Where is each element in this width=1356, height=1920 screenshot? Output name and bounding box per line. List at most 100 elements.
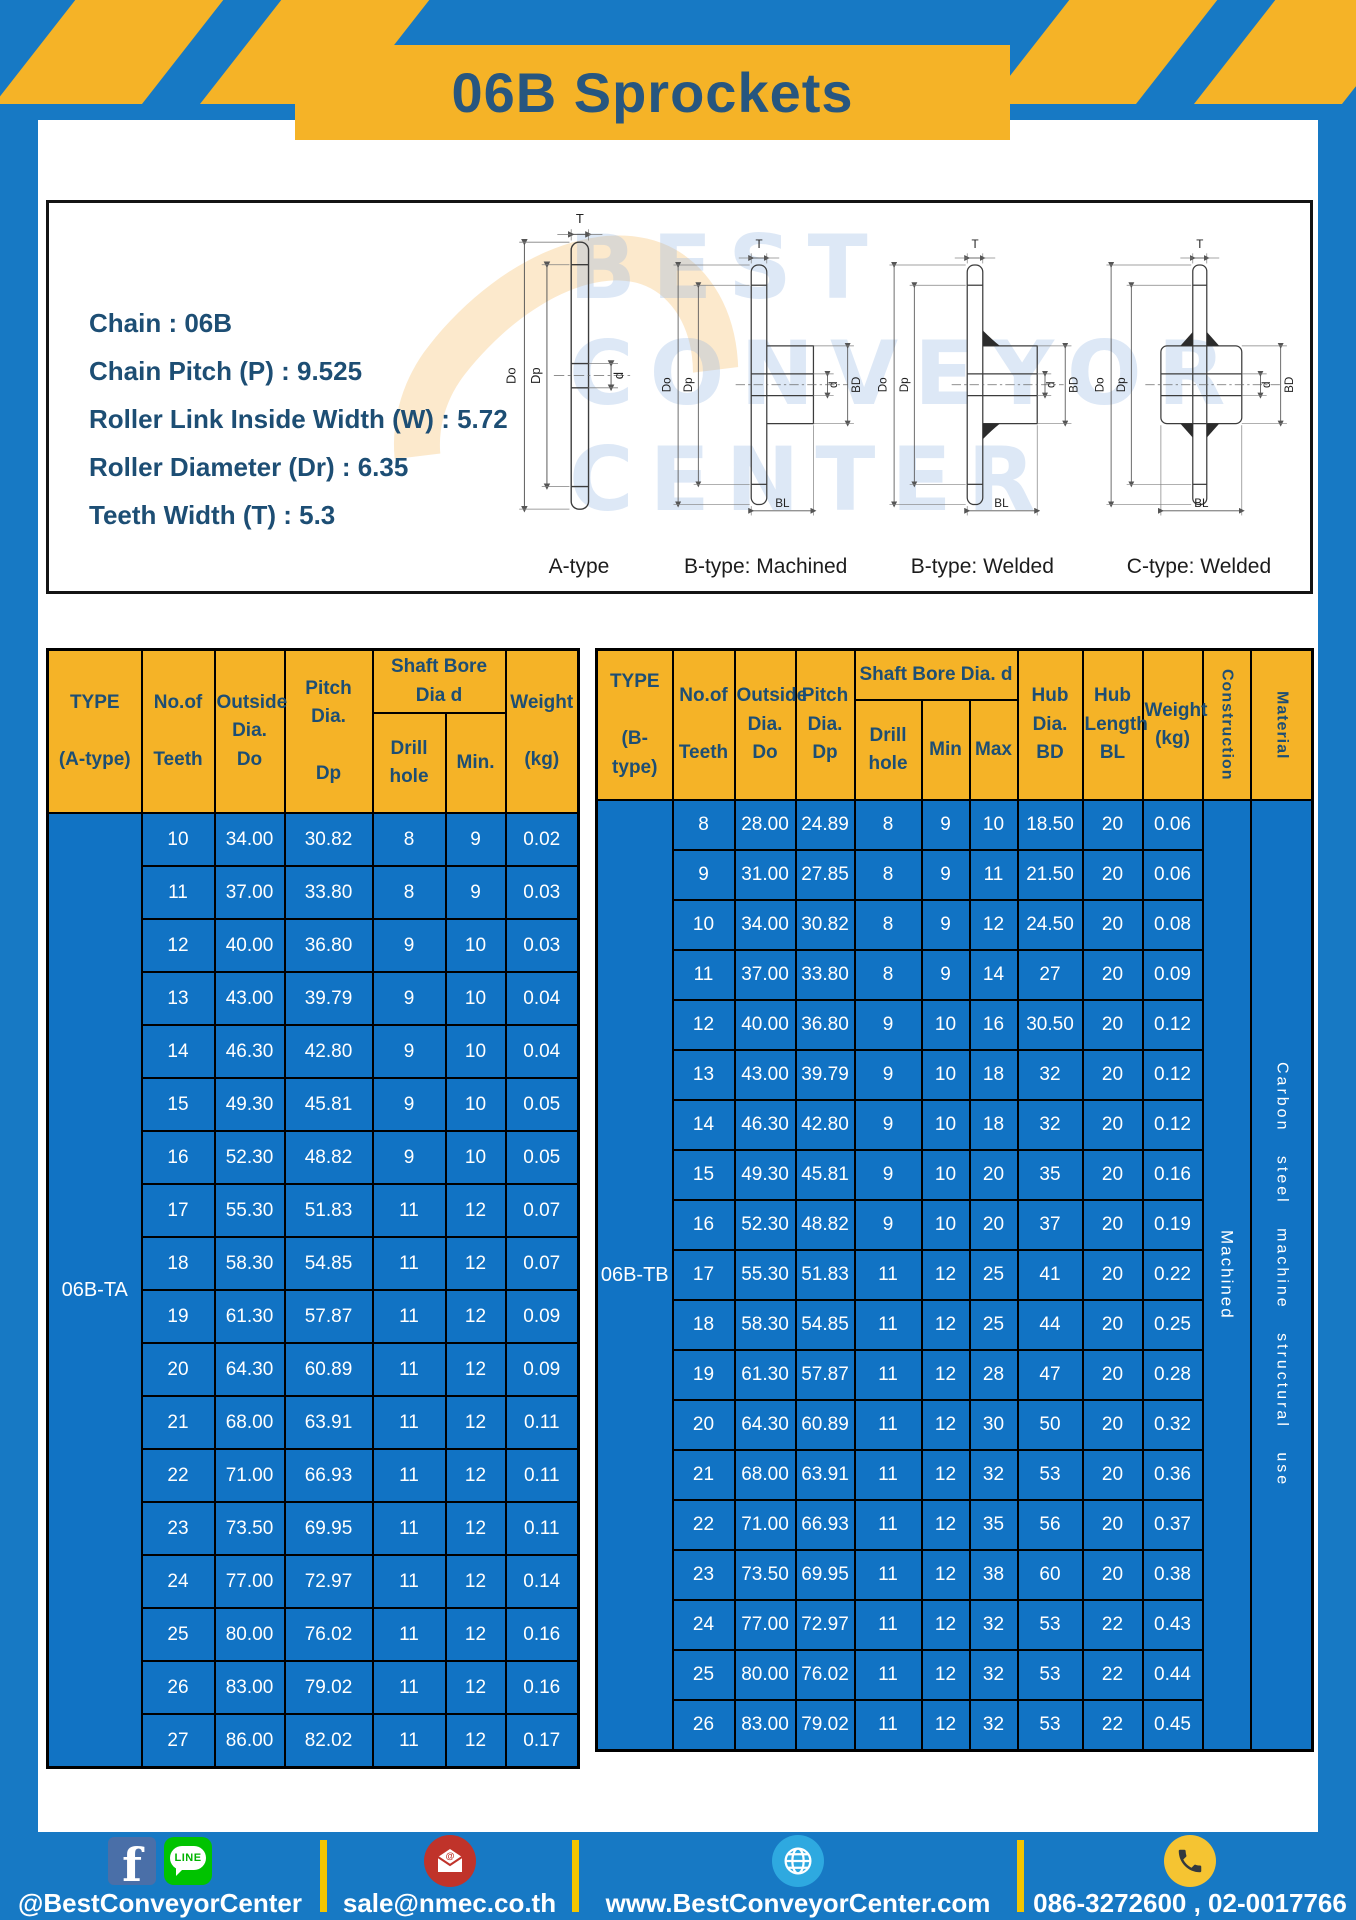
table-cell: 20 — [1081, 1199, 1144, 1251]
table-cell: 0.11 — [504, 1395, 580, 1450]
table-cell: 30 — [968, 1399, 1019, 1451]
table-cell: 11 — [853, 1249, 923, 1301]
table-cell: 8 — [371, 865, 447, 920]
table-cell: 82.02 — [283, 1713, 374, 1769]
table-cell: 11 — [671, 949, 736, 1001]
table-cell: 50 — [1016, 1399, 1084, 1451]
table-cell: 18.50 — [1016, 799, 1084, 851]
facebook-icon[interactable]: f — [108, 1836, 156, 1885]
table-cell: 8 — [853, 849, 923, 901]
dim-label: BD — [1283, 377, 1296, 393]
table-cell: 12 — [968, 899, 1019, 951]
table-cell: 12 — [140, 918, 216, 973]
table-cell: 0.03 — [504, 918, 580, 973]
dim-label: T — [576, 211, 584, 226]
table-row: 24 77.00 72.97 11 12 0.14 — [48, 1554, 580, 1609]
table-cell: 12 — [920, 1699, 971, 1752]
diagram-caption: C-type: Welded — [1126, 555, 1272, 578]
table-cell: 15 — [140, 1077, 216, 1132]
dim-label: BL — [1194, 497, 1209, 510]
table-cell: 0.06 — [1141, 849, 1204, 901]
col-header-weight: Weight (kg) — [1141, 648, 1207, 801]
table-cell: 21.50 — [1016, 849, 1084, 901]
table-row: 18 58.30 54.85 11 12 25 44 20 0.25 — [597, 1299, 1313, 1351]
footer-social-handle[interactable]: @BestConveyorCenter — [18, 1887, 302, 1918]
table-cell: 80.00 — [733, 1649, 797, 1701]
table-cell: 12 — [920, 1649, 971, 1701]
table-cell: 25 — [140, 1607, 216, 1662]
table-cell: 0.25 — [1141, 1299, 1204, 1351]
table-cell: 68.00 — [733, 1449, 797, 1501]
table-cell: 83.00 — [213, 1660, 286, 1715]
table-cell: 11 — [853, 1599, 923, 1651]
table-cell: 60.89 — [283, 1342, 374, 1397]
table-cell: 83.00 — [733, 1699, 797, 1752]
table-cell: 20 — [1081, 1049, 1144, 1101]
table-cell: 19 — [140, 1289, 216, 1344]
table-cell: 49.30 — [733, 1149, 797, 1201]
footer-email[interactable]: sale@nmec.co.th — [342, 1887, 557, 1918]
table-cell: 0.43 — [1141, 1599, 1204, 1651]
b-type-machined-drawing: T Do Dp d BD BL — [661, 238, 863, 516]
table-cell: 16 — [140, 1130, 216, 1185]
table-cell: 9 — [444, 812, 507, 867]
table-cell: 32 — [968, 1649, 1019, 1701]
chain-specs: Chain : 06B Chain Pitch (P) : 9.525 Roll… — [89, 299, 508, 539]
table-cell: 14 — [140, 1024, 216, 1079]
dim-label: T — [1196, 238, 1203, 251]
phone-icon[interactable] — [1164, 1834, 1216, 1887]
table-cell: 22 — [1081, 1699, 1144, 1752]
table-cell: 11 — [853, 1699, 923, 1752]
col-header-teeth: No.of Teeth — [671, 648, 736, 801]
table-row: 22 71.00 66.93 11 12 0.11 — [48, 1448, 580, 1503]
table-row: 20 64.30 60.89 11 12 0.09 — [48, 1342, 580, 1397]
table-cell: 20 — [140, 1342, 216, 1397]
table-cell: 77.00 — [733, 1599, 797, 1651]
table-row: 13 43.00 39.79 9 10 0.04 — [48, 971, 580, 1026]
table-cell: 0.07 — [504, 1236, 580, 1291]
line-icon[interactable]: LINE — [164, 1836, 212, 1885]
table-row: 11 37.00 33.80 8 9 0.03 — [48, 865, 580, 920]
footer-email-section[interactable]: @ sale@nmec.co.th — [327, 1832, 572, 1920]
globe-icon[interactable] — [772, 1834, 824, 1887]
table-cell: 32 — [1016, 1099, 1084, 1151]
table-cell: 0.36 — [1141, 1449, 1204, 1501]
mail-icon[interactable]: @ — [423, 1834, 476, 1887]
table-cell: 0.06 — [1141, 799, 1204, 851]
footer-phone-numbers[interactable]: 086-3272600 , 02-0017766 — [1033, 1887, 1347, 1918]
footer-phone-section[interactable]: 086-3272600 , 02-0017766 — [1024, 1832, 1356, 1920]
table-cell: 11 — [371, 1236, 447, 1291]
table-cell: 0.45 — [1141, 1699, 1204, 1752]
col-header-material: Material — [1249, 648, 1314, 801]
table-cell: 0.07 — [504, 1183, 580, 1238]
table-cell: 58.30 — [733, 1299, 797, 1351]
spec-line: Roller Diameter (Dr) : 6.35 — [89, 452, 409, 482]
table-cell: 12 — [920, 1549, 971, 1601]
table-cell: 20 — [1081, 799, 1144, 851]
dim-label: Do — [877, 377, 889, 392]
footer-social-section[interactable]: f LINE @BestConveyorCenter — [0, 1832, 320, 1920]
table-cell: 11 — [371, 1660, 447, 1715]
table-cell: 20 — [1081, 1499, 1144, 1551]
table-cell: 72.97 — [283, 1554, 374, 1609]
table-cell: 20 — [1081, 1349, 1144, 1401]
table-cell: 71.00 — [733, 1499, 797, 1551]
table-cell: 25 — [671, 1649, 736, 1701]
table-row: 27 86.00 82.02 11 12 0.17 — [48, 1713, 580, 1769]
table-cell: 0.11 — [504, 1448, 580, 1503]
table-cell: 0.04 — [504, 971, 580, 1026]
table-cell: 36.80 — [283, 918, 374, 973]
dim-label: BL — [775, 497, 790, 510]
footer-website[interactable]: www.BestConveyorCenter.com — [605, 1887, 991, 1918]
table-cell: 11 — [371, 1342, 447, 1397]
dim-label: d — [1260, 382, 1273, 388]
table-cell: 45.81 — [283, 1077, 374, 1132]
table-cell: 9 — [371, 971, 447, 1026]
table-cell: 73.50 — [213, 1501, 286, 1556]
table-cell: 46.30 — [213, 1024, 286, 1079]
table-row: 26 83.00 79.02 11 12 32 53 22 0.45 — [597, 1699, 1313, 1752]
footer-website-section[interactable]: www.BestConveyorCenter.com — [579, 1832, 1017, 1920]
col-header-type: TYPE (B-type) — [595, 648, 674, 801]
table-cell: 0.16 — [504, 1607, 580, 1662]
table-row: 17 55.30 51.83 11 12 25 41 20 0.22 — [597, 1249, 1313, 1301]
